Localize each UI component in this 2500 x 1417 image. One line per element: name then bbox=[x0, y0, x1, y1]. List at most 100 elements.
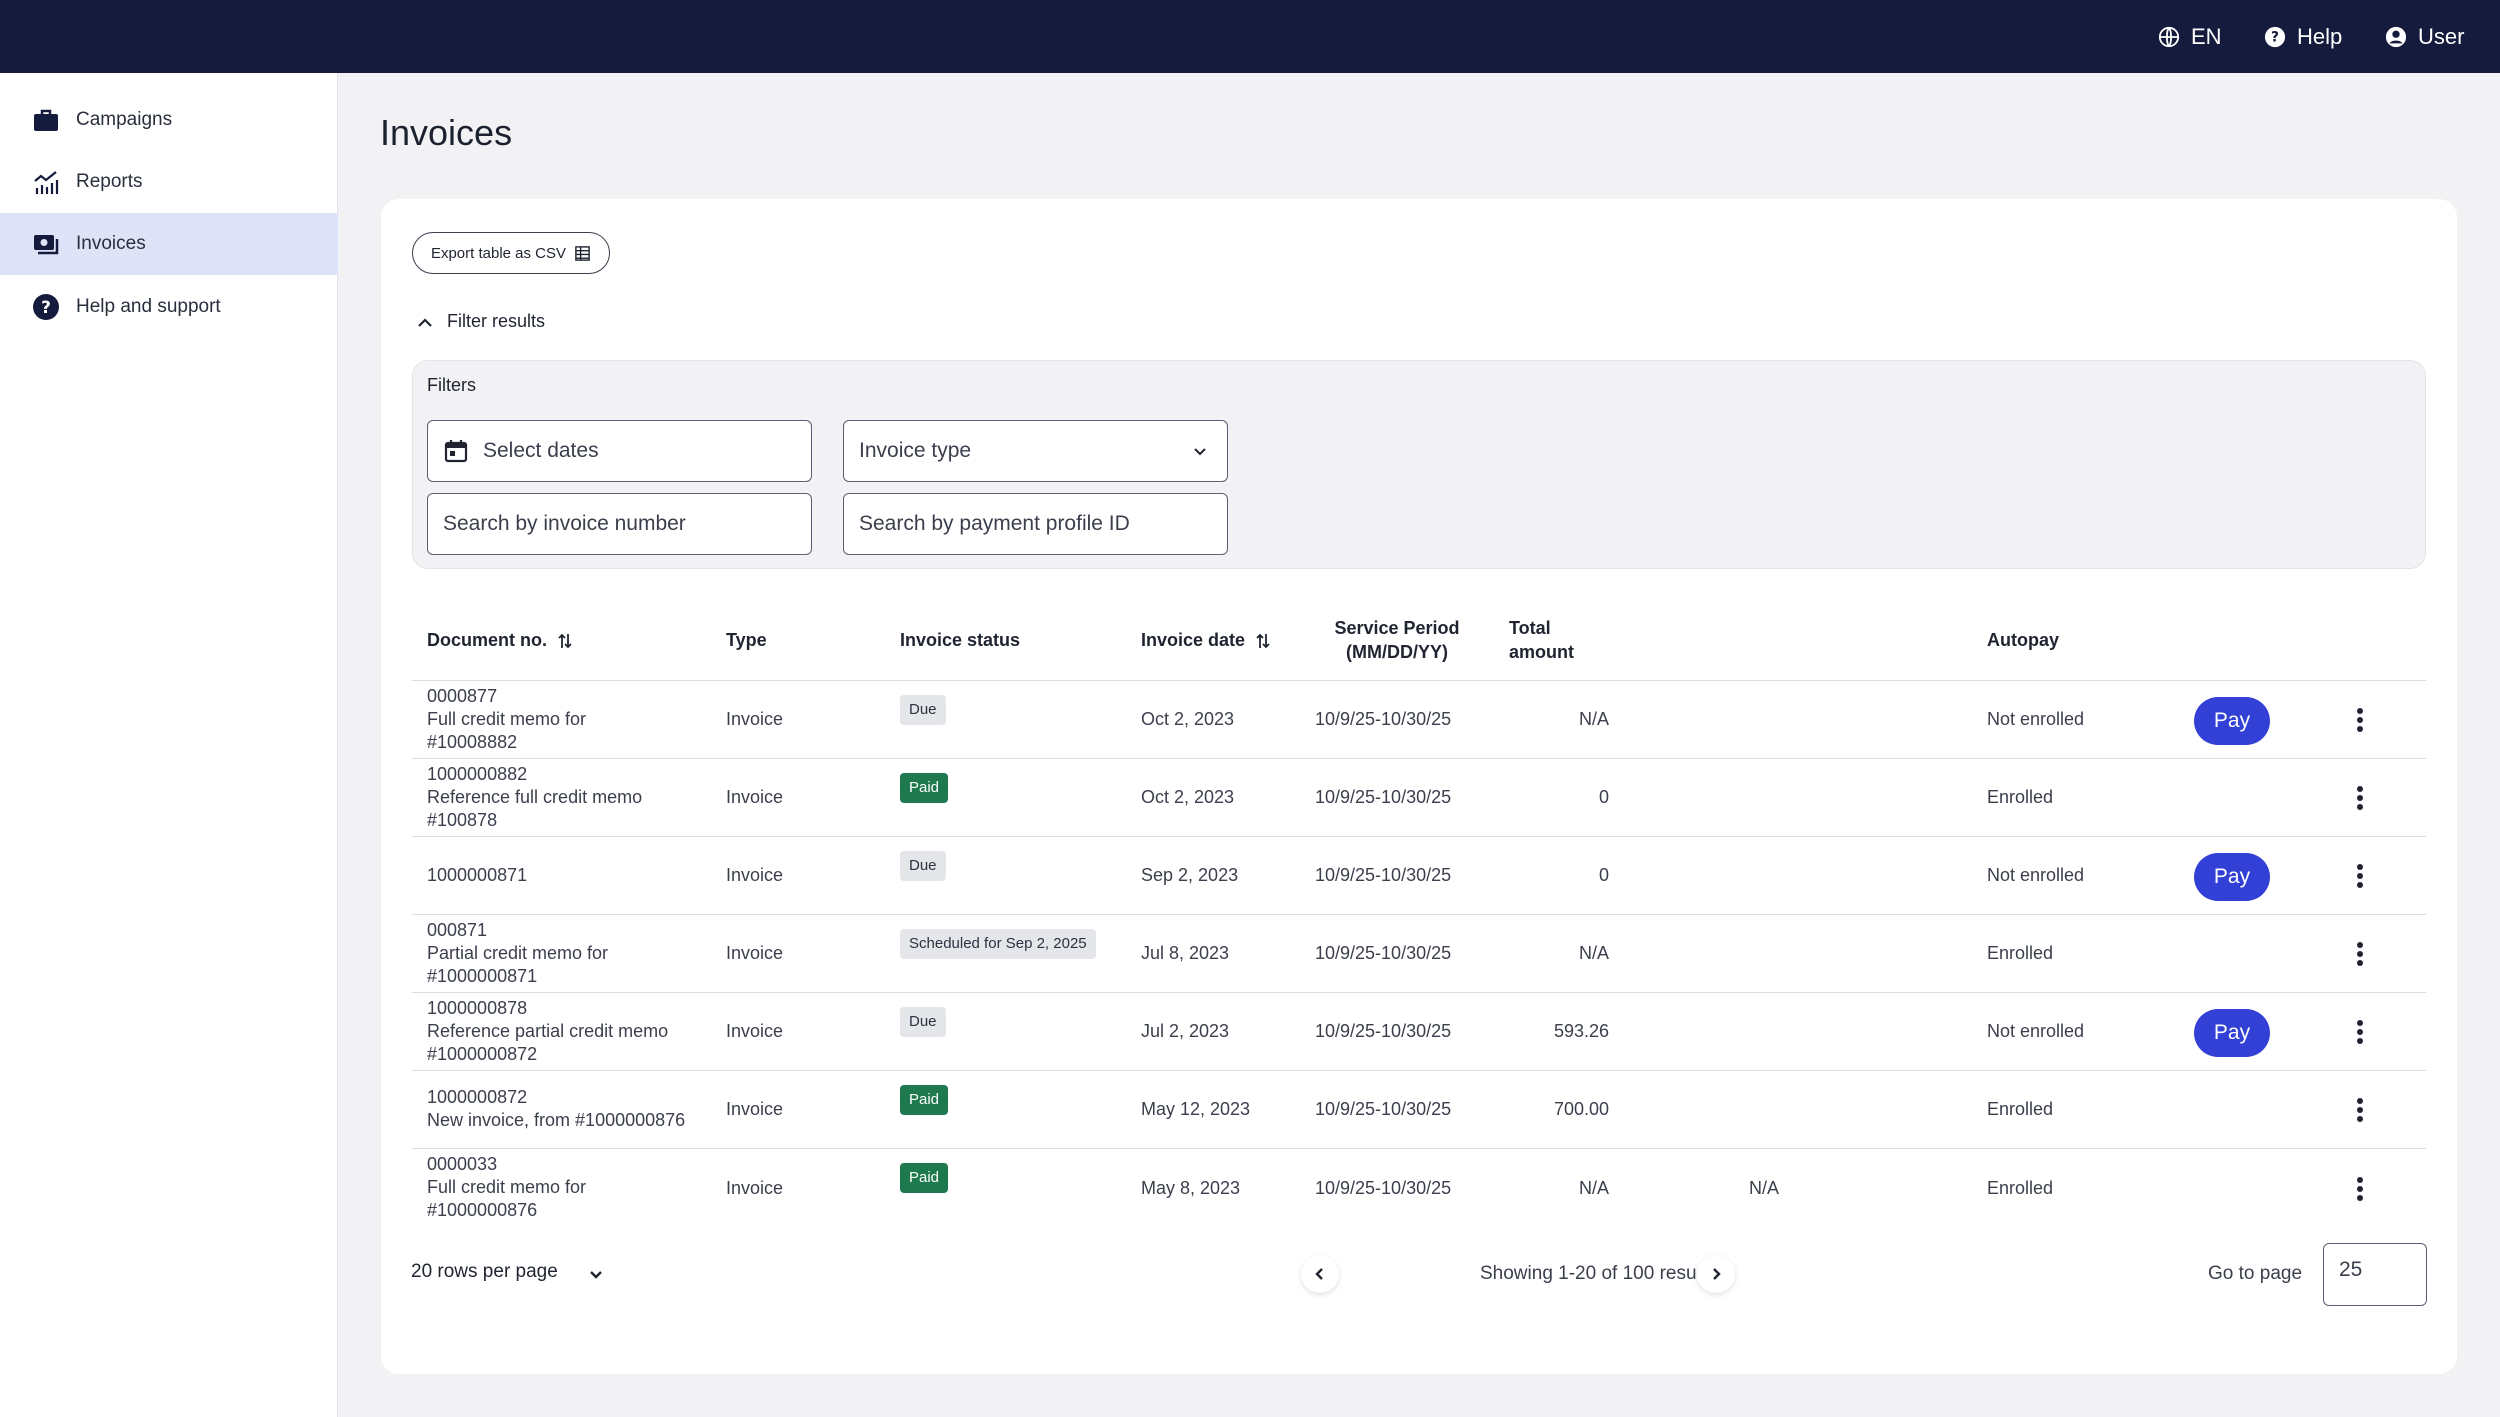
table-row: 1000000872 New invoice, from #1000000876… bbox=[412, 1071, 2426, 1149]
date-cell: May 12, 2023 bbox=[1141, 1099, 1251, 1119]
column-header-label: Document no. bbox=[427, 630, 547, 650]
row-actions-button[interactable] bbox=[2352, 859, 2368, 893]
next-page-button[interactable] bbox=[1697, 1255, 1735, 1293]
sort-icon bbox=[1256, 633, 1270, 649]
invoice-type-select[interactable]: Invoice type bbox=[843, 420, 1228, 482]
rows-per-page-label: 20 rows per page bbox=[411, 1261, 558, 1282]
date-cell: May 8, 2023 bbox=[1141, 1178, 1241, 1198]
status-cell: Paid bbox=[900, 773, 949, 803]
pagination-summary: Showing 1-20 of 100 results bbox=[1480, 1263, 1696, 1284]
language-selector[interactable]: EN bbox=[2158, 22, 2222, 52]
sidebar-item-campaigns[interactable]: Campaigns bbox=[0, 89, 338, 151]
row-actions-button[interactable] bbox=[2352, 781, 2368, 815]
column-header-document[interactable]: Document no. bbox=[427, 628, 573, 652]
autopay-cell: Not enrolled bbox=[1987, 865, 2085, 885]
sidebar-item-label: Campaigns bbox=[76, 109, 173, 130]
document-cell: 1000000882 Reference full credit memo #1… bbox=[427, 763, 707, 832]
document-description: Partial credit memo for bbox=[427, 943, 609, 963]
extra-cell: N/A bbox=[1749, 1178, 1780, 1198]
date-cell: Sep 2, 2023 bbox=[1141, 865, 1239, 885]
filter-results-toggle[interactable]: Filter results bbox=[415, 311, 545, 332]
column-header-total-amount: Total amount bbox=[1509, 616, 1574, 664]
date-cell: Jul 2, 2023 bbox=[1141, 1021, 1230, 1041]
total-amount-cell: 593.26 bbox=[1553, 1021, 1609, 1041]
more-vertical-icon bbox=[2357, 1177, 2363, 1201]
document-number: 1000000882 bbox=[427, 764, 528, 784]
autopay-cell: Enrolled bbox=[1987, 787, 2054, 807]
status-badge: Paid bbox=[900, 1085, 949, 1115]
document-number: 0000033 bbox=[427, 1154, 498, 1174]
export-csv-button[interactable]: Export table as CSV bbox=[412, 232, 610, 274]
type-cell: Invoice bbox=[726, 787, 784, 807]
chevron-down-icon bbox=[589, 1271, 602, 1279]
type-cell: Invoice bbox=[726, 943, 784, 963]
total-amount-cell: N/A bbox=[1578, 709, 1609, 729]
sidebar-item-invoices[interactable]: Invoices bbox=[0, 213, 338, 275]
status-cell: Paid bbox=[900, 1163, 949, 1193]
status-badge: Scheduled for Sep 2, 2025 bbox=[900, 929, 1096, 959]
column-header-date[interactable]: Invoice date bbox=[1141, 628, 1271, 652]
row-actions-button[interactable] bbox=[2352, 937, 2368, 971]
type-cell: Invoice bbox=[726, 865, 784, 885]
document-reference: #1000000871 bbox=[427, 966, 538, 986]
help-link[interactable]: ? Help bbox=[2264, 22, 2342, 52]
service-period-cell: 10/9/25-10/30/25 bbox=[1315, 709, 1452, 729]
date-range-picker[interactable]: Select dates bbox=[427, 420, 812, 482]
document-cell: 0000033 Full credit memo for #1000000876 bbox=[427, 1153, 707, 1222]
table-row: 1000000878 Reference partial credit memo… bbox=[412, 993, 2426, 1071]
status-badge: Paid bbox=[900, 773, 949, 803]
globe-icon bbox=[2158, 26, 2180, 48]
status-badge: Due bbox=[900, 851, 946, 881]
svg-text:?: ? bbox=[41, 298, 51, 318]
column-header-line: Service Period bbox=[1334, 618, 1460, 638]
pay-button[interactable]: Pay bbox=[2194, 697, 2270, 745]
document-number: 000871 bbox=[427, 920, 488, 940]
row-actions-button[interactable] bbox=[2352, 703, 2368, 737]
date-cell: Jul 8, 2023 bbox=[1141, 943, 1230, 963]
document-description: Reference partial credit memo bbox=[427, 1021, 669, 1041]
document-description: New invoice, from #1000000876 bbox=[427, 1110, 686, 1130]
document-description: Full credit memo for bbox=[427, 1177, 587, 1197]
autopay-cell: Not enrolled bbox=[1987, 1021, 2085, 1041]
pay-button[interactable]: Pay bbox=[2194, 1009, 2270, 1057]
document-number: 1000000878 bbox=[427, 998, 528, 1018]
status-badge: Due bbox=[900, 1007, 946, 1037]
date-cell: Oct 2, 2023 bbox=[1141, 709, 1235, 729]
sidebar-item-reports[interactable]: Reports bbox=[0, 151, 338, 213]
payment-profile-search[interactable]: Search by payment profile ID bbox=[843, 493, 1228, 555]
service-period-cell: 10/9/25-10/30/25 bbox=[1315, 787, 1452, 807]
row-actions-button[interactable] bbox=[2352, 1172, 2368, 1206]
date-range-placeholder: Select dates bbox=[483, 439, 599, 462]
language-label: EN bbox=[2191, 24, 2222, 49]
column-header-line: amount bbox=[1509, 642, 1574, 662]
column-header-label: Invoice date bbox=[1141, 630, 1246, 650]
go-to-page-label: Go to page bbox=[2208, 1263, 2303, 1284]
autopay-cell: Enrolled bbox=[1987, 1178, 2054, 1198]
table-icon bbox=[575, 245, 590, 261]
help-label: Help bbox=[2297, 24, 2343, 49]
document-reference: #100878 bbox=[427, 810, 498, 830]
row-actions-button[interactable] bbox=[2352, 1093, 2368, 1127]
previous-page-button[interactable] bbox=[1301, 1255, 1339, 1293]
type-cell: Invoice bbox=[726, 1178, 784, 1198]
sidebar-item-label: Reports bbox=[76, 171, 143, 192]
invoice-number-search[interactable]: Search by invoice number bbox=[427, 493, 812, 555]
table-row: 0000877 Full credit memo for #10008882 I… bbox=[412, 681, 2426, 759]
status-cell: Due bbox=[900, 1007, 946, 1037]
table-row: 0000033 Full credit memo for #1000000876… bbox=[412, 1149, 2426, 1227]
row-actions-button[interactable] bbox=[2352, 1015, 2368, 1049]
status-cell: Due bbox=[900, 851, 946, 881]
table-row: 1000000882 Reference full credit memo #1… bbox=[412, 759, 2426, 837]
service-period-cell: 10/9/25-10/30/25 bbox=[1315, 943, 1452, 963]
chevron-down-icon bbox=[1194, 448, 1206, 456]
autopay-cell: Enrolled bbox=[1987, 1099, 2054, 1119]
help-circle-icon: ? bbox=[2264, 26, 2286, 48]
user-menu[interactable]: User bbox=[2385, 22, 2464, 52]
pay-button[interactable]: Pay bbox=[2194, 853, 2270, 901]
go-to-page-input[interactable]: 25 bbox=[2323, 1243, 2427, 1306]
rows-per-page-select[interactable]: 20 rows per page bbox=[411, 1259, 606, 1285]
more-vertical-icon bbox=[2357, 786, 2363, 810]
sidebar-item-help-and-support[interactable]: ? Help and support bbox=[0, 276, 338, 338]
table-row: 1000000871 Invoice Due Sep 2, 2023 10/9/… bbox=[412, 837, 2426, 915]
page-title: Invoices bbox=[380, 112, 513, 153]
